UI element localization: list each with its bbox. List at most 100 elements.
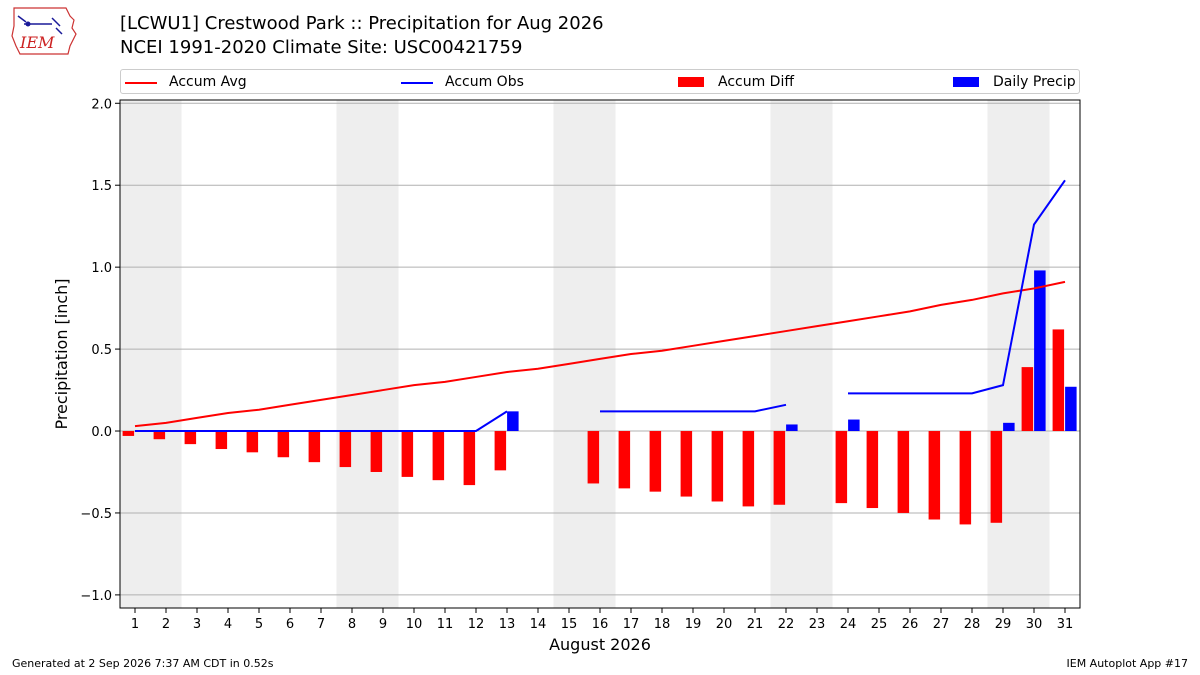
accum-diff-bar: [587, 431, 600, 484]
autoplot-app-label: IEM Autoplot App #17: [1066, 657, 1189, 670]
accum-diff-bar: [463, 431, 476, 486]
x-tick-label: 10: [406, 617, 423, 632]
chart-title: [LCWU1] Crestwood Park :: Precipitation …: [120, 12, 604, 60]
accum-diff-bar: [215, 431, 228, 450]
accum-diff-bar: [122, 431, 135, 436]
x-tick-label: 14: [530, 617, 547, 632]
y-tick-label: −0.5: [80, 507, 112, 522]
accum-diff-bar: [959, 431, 972, 525]
shade-band: [119, 100, 151, 608]
x-tick-label: 13: [499, 617, 516, 632]
title-line-2: NCEI 1991-2020 Climate Site: USC00421759: [120, 37, 523, 58]
x-tick-label: 2: [162, 617, 170, 632]
accum-diff-bar: [370, 431, 383, 472]
daily-precip-bar: [507, 411, 519, 432]
legend: Accum Avg Accum Obs Accum Diff Daily Pre…: [120, 69, 1080, 94]
accum-diff-bar: [432, 431, 445, 481]
legend-swatch-blue-bar: [953, 77, 979, 87]
shade-band: [770, 100, 802, 608]
shade-band: [987, 100, 1019, 608]
x-tick-label: 16: [592, 617, 609, 632]
y-tick-label: 0.0: [91, 425, 112, 440]
accum-diff-bar: [308, 431, 321, 463]
legend-swatch-blue-line: [401, 82, 433, 84]
x-tick-label: 24: [840, 617, 857, 632]
shade-band: [367, 100, 399, 608]
x-tick-label: 18: [654, 617, 671, 632]
x-tick-label: 12: [468, 617, 485, 632]
x-tick-label: 7: [317, 617, 325, 632]
legend-label: Accum Obs: [445, 74, 524, 90]
shade-band: [801, 100, 833, 608]
x-tick-label: 30: [1026, 617, 1043, 632]
legend-label: Accum Avg: [169, 74, 247, 90]
bars-layer: [122, 270, 1077, 525]
x-tick-label: 26: [902, 617, 919, 632]
x-tick-label: 17: [623, 617, 640, 632]
x-tick-label: 1: [131, 617, 139, 632]
y-tick-label: 0.5: [91, 343, 112, 358]
accum-diff-bar: [184, 431, 197, 445]
accum-diff-bar: [990, 431, 1003, 523]
accum-diff-bar: [649, 431, 662, 492]
lines-layer: [134, 179, 1066, 433]
accum-diff-bar: [711, 431, 724, 502]
y-tick-label: 1.5: [91, 179, 112, 194]
daily-precip-bar: [1065, 386, 1077, 432]
accum-diff-bar: [928, 431, 941, 520]
shade-band: [150, 100, 182, 608]
shade-band: [584, 100, 616, 608]
legend-label: Daily Precip: [993, 74, 1076, 90]
x-tick-label: 19: [685, 617, 702, 632]
x-axis-label: August 2026: [549, 635, 651, 654]
x-tick-label: 11: [437, 617, 454, 632]
accum-diff-bar: [339, 431, 352, 468]
daily-precip-bar: [1003, 422, 1015, 432]
generated-timestamp: Generated at 2 Sep 2026 7:37 AM CDT in 0…: [12, 657, 274, 670]
accum-diff-bar: [897, 431, 910, 513]
x-tick-label: 6: [286, 617, 294, 632]
logo-text: IEM: [19, 33, 55, 52]
accum-diff-bar: [680, 431, 693, 497]
title-line-1: [LCWU1] Crestwood Park :: Precipitation …: [120, 13, 604, 34]
x-tick-label: 15: [561, 617, 578, 632]
daily-precip-bar: [848, 419, 860, 432]
daily-precip-bar: [1034, 270, 1046, 432]
x-tick-label: 5: [255, 617, 263, 632]
accum-diff-bar: [773, 431, 786, 505]
accum-diff-bar: [277, 431, 290, 458]
weekend-shading: [119, 100, 1050, 608]
x-tick-label: 9: [379, 617, 387, 632]
x-tick-label: 20: [716, 617, 733, 632]
x-tick-label: 27: [933, 617, 950, 632]
x-tick-label: 8: [348, 617, 356, 632]
accum-diff-bar: [246, 431, 259, 453]
accum-diff-bar: [1052, 329, 1065, 432]
y-tick-label: 2.0: [91, 97, 112, 112]
y-tick-label: −1.0: [80, 589, 112, 604]
x-tick-label: 29: [995, 617, 1012, 632]
daily-precip-bar: [786, 424, 798, 432]
x-tick-label: 31: [1057, 617, 1074, 632]
x-tick-label: 28: [964, 617, 981, 632]
x-tick-label: 23: [809, 617, 826, 632]
x-tick-label: 22: [778, 617, 795, 632]
accum-diff-bar: [618, 431, 631, 489]
y-tick-label: 1.0: [91, 261, 112, 276]
x-tick-label: 25: [871, 617, 888, 632]
y-axis-label: Precipitation [inch]: [52, 278, 71, 429]
accum-diff-bar: [401, 431, 414, 477]
iowa-map-icon: IEM: [11, 7, 77, 55]
x-ticks: 1 2 3 4 5 6 7 8 9 10 11 12 13 14 15 16 17 18 19 20 21 22 23 24 2…: [131, 608, 1073, 632]
x-tick-label: 21: [747, 617, 764, 632]
accum-diff-bar: [153, 431, 166, 440]
accum-diff-bar: [1021, 367, 1034, 432]
accum-obs-line: [135, 410, 508, 433]
accum-diff-bar: [494, 431, 507, 471]
legend-swatch-red-line: [125, 82, 157, 84]
accum-obs-line: [600, 403, 787, 413]
x-tick-label: 4: [224, 617, 232, 632]
shade-band: [336, 100, 368, 608]
shade-band: [553, 100, 585, 608]
